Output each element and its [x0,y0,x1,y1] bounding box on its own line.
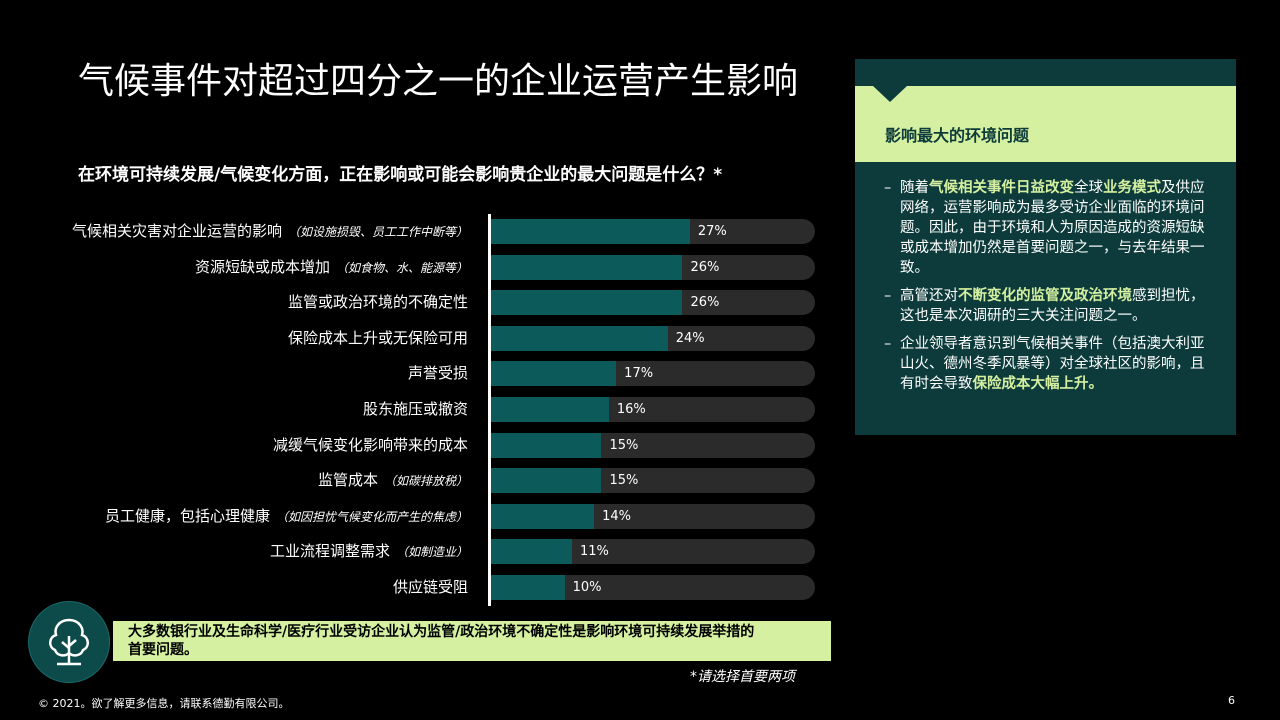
insight-panel-title: 影响最大的环境问题 [885,126,1030,145]
category-name: 供应链受阻 [392,578,468,596]
category-label: 工业流程调整需求 （如制造业） [270,538,468,564]
insight-panel-header [855,86,1236,162]
value-label: 16% [616,402,646,417]
category-note: （如因担忧气候变化而产生的焦虑） [275,509,468,524]
bar [491,468,602,494]
insight-bullet: – 高管还对不断变化的监管及政治环境感到担忧，这也是本次调研的三大关注问题之一。 [884,286,1214,326]
bar [491,432,602,458]
category-label: 减缓气候变化影响带来的成本 [273,432,468,458]
category-label: 资源短缺或成本增加 （如食物、水、能源等） [195,254,468,280]
bullet-text: 随着气候相关事件日益改变全球业务模式及供应网络，运营影响成为最多受访企业面临的环… [900,178,1214,278]
value-label: 27% [697,224,727,239]
copyright: © 2021。欲了解更多信息，请联系德勤有限公司。 [38,697,290,710]
value-label: 15% [609,437,639,453]
category-name: 监管或政治环境的不确定性 [287,293,468,312]
value-label: 26% [690,259,720,275]
callout-box [113,621,831,661]
category-label: 员工健康，包括心理健康 （如因担忧气候变化而产生的焦虑） [105,503,468,529]
body-text: 高管还对 [900,288,958,304]
category-note: （如设施损毁、员工工作中断等） [287,225,468,239]
category-name: 气候相关灾害对企业运营的影响 [71,222,282,240]
category-note: （如食物、水、能源等） [335,260,468,275]
highlight-text: 保险成本大幅上升。 [972,376,1104,392]
bar [491,219,690,244]
highlight-text: 气候相关事件日益改变 [929,180,1074,196]
highlight-text: 不断变化的监管及政治环境 [958,288,1132,304]
tree-icon [28,601,110,683]
bar [491,361,617,387]
body-text: 感到担忧，这也是本次调研的三大关注问题之一。 [900,288,1205,324]
category-name: 工业流程调整需求 [269,542,390,561]
body-text: 企业领导者意识到气候相关事件（包括澳大利亚山火、德州冬季风暴等）对全球社区的影响… [900,336,1205,392]
panel-notch [873,86,907,102]
bar [491,503,595,529]
category-note: （如碳排放税） [383,474,468,489]
category-label: 监管或政治环境的不确定性 [288,289,468,315]
callout-text: 大多数银行业及生命科学/医疗行业受访企业认为监管/政治环境不确定性是影响环境可持… [128,624,755,658]
bar [491,290,683,316]
category-name: 保险成本上升或无保险可用 [287,328,468,347]
page-number: 6 [1228,694,1235,707]
value-label: 17% [624,366,654,382]
page-title: 气候事件对超过四分之一的企业运营产生影响 [78,61,799,102]
category-name: 资源短缺或成本增加 [194,257,330,276]
bullet-text: 企业领导者意识到气候相关事件（包括澳大利亚山火、德州冬季风暴等）对全球社区的影响… [900,334,1214,394]
bullet-dash: – [884,180,892,196]
body-text: 全球 [1074,180,1103,196]
category-label: 气候相关灾害对企业运营的影响 （如设施损毁、员工工作中断等） [72,218,468,244]
bar [491,539,572,565]
bullet-text: 高管还对不断变化的监管及政治环境感到担忧，这也是本次调研的三大关注问题之一。 [900,286,1214,326]
highlight-text: 业务模式 [1103,180,1161,196]
value-label: 26% [690,295,720,311]
value-label: 15% [609,473,639,489]
footnote: *请选择首要两项 [690,669,795,685]
bullet-dash: – [884,288,892,304]
category-name: 员工健康，包括心理健康 [104,506,270,525]
value-label: 10% [572,580,602,595]
insight-bullet: – 企业领导者意识到气候相关事件（包括澳大利亚山火、德州冬季风暴等）对全球社区的影… [884,334,1214,394]
survey-question: 在环境可持续发展/气候变化方面，正在影响或可能会影响贵企业的最大问题是什么？* [78,165,723,185]
category-label: 股东施压或撤资 [363,396,468,422]
category-name: 声誉受损 [407,364,468,383]
bar [491,325,668,351]
category-note: （如制造业） [395,545,468,560]
category-name: 减缓气候变化影响带来的成本 [272,435,468,454]
category-label: 供应链受阻 [393,574,468,600]
value-label: 11% [580,544,609,560]
bar [491,397,609,422]
insight-bullets: – 随着气候相关事件日益改变全球业务模式及供应网络，运营影响成为最多受访企业面临的… [884,178,1214,402]
chart-axis-line [488,214,491,606]
category-name: 监管成本 [317,471,378,490]
bar [491,254,683,280]
bullet-dash: – [884,336,892,352]
category-name: 股东施压或撤资 [362,400,468,418]
bar [491,575,565,600]
value-label: 14% [602,508,631,524]
category-label: 保险成本上升或无保险可用 [288,325,468,351]
body-text: 随着 [900,180,929,196]
body-text: 及供应网络，运营影响成为最多受访企业面临的环境问题。因此，由于环境和人为原因造成… [900,180,1205,276]
category-label: 监管成本 （如碳排放税） [318,467,468,493]
category-label: 声誉受损 [408,360,468,386]
value-label: 24% [675,330,705,346]
insight-bullet: – 随着气候相关事件日益改变全球业务模式及供应网络，运营影响成为最多受访企业面临的… [884,178,1214,278]
